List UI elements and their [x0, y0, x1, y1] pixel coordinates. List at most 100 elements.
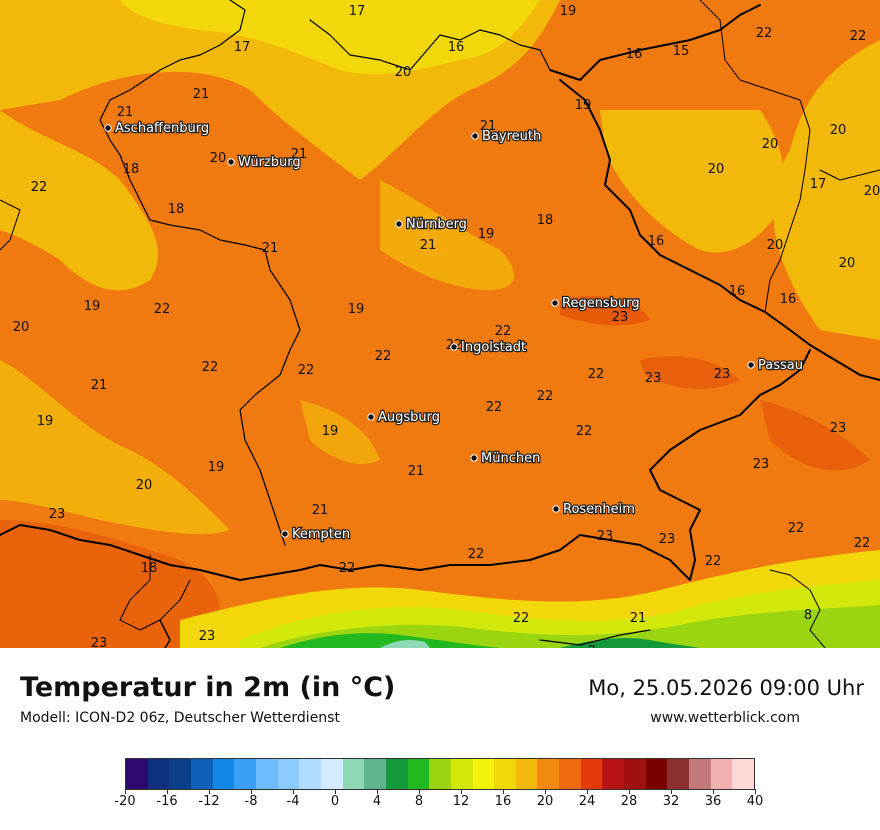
- temperature-value: 22: [850, 29, 867, 44]
- temperature-value: 22: [756, 26, 773, 41]
- legend-tick-label: 16: [494, 794, 512, 809]
- city-dot: [367, 413, 375, 421]
- city-label: Kempten: [292, 527, 350, 542]
- city-markers: Aschaffenburg Würzburg Bayreuth Nürnberg Reg…: [104, 120, 804, 543]
- legend-tick-label: 12: [452, 794, 470, 809]
- legend-swatch: [559, 759, 581, 789]
- temperature-value: 23: [91, 636, 108, 648]
- legend-swatch: [190, 759, 213, 789]
- legend-tick-label: 40: [746, 794, 764, 809]
- temperature-value: 19: [322, 424, 339, 439]
- temperature-value: 20: [395, 65, 412, 80]
- legend-tick-label: -20: [114, 794, 136, 809]
- legend-tick-label: 32: [662, 794, 680, 809]
- temperature-value: 23: [49, 507, 66, 522]
- temperature-value: 21: [480, 119, 497, 134]
- temperature-value: 21: [193, 87, 210, 102]
- city-dot: [227, 158, 235, 166]
- temperature-value: 20: [762, 137, 779, 152]
- legend-swatch: [320, 759, 343, 789]
- legend-tick-mark: [503, 789, 504, 794]
- city-dot: [450, 343, 458, 351]
- legend-swatch: [342, 759, 365, 789]
- city-ingolstadt: Ingolstadt: [450, 339, 527, 356]
- model-info: Modell: ICON-D2 06z, Deutscher Wetterdie…: [20, 710, 340, 726]
- legend-swatch: [645, 759, 668, 789]
- city-label: Aschaffenburg: [115, 121, 209, 136]
- temperature-value: 21: [262, 241, 279, 256]
- city-label: Bayreuth: [482, 129, 541, 144]
- borders: [0, 0, 880, 648]
- legend-tick-label: 24: [578, 794, 596, 809]
- temperature-value: 20: [210, 151, 227, 166]
- temperature-value: 21: [291, 147, 308, 162]
- legend-tick-mark: [335, 789, 336, 794]
- legend-swatch: [667, 759, 690, 789]
- city-regensburg: Regensburg: [551, 295, 641, 312]
- legend-tick-mark: [293, 789, 294, 794]
- legend-tick-mark: [671, 789, 672, 794]
- legend-swatch: [255, 759, 278, 789]
- legend-tick-label: 0: [330, 794, 340, 809]
- map-title: Temperatur in 2m (in °C): [20, 672, 396, 703]
- color-legend: [125, 758, 755, 790]
- temperature-value: 20: [864, 184, 880, 199]
- temperature-value: 16: [780, 292, 797, 307]
- city-label: Augsburg: [378, 410, 440, 425]
- website-link[interactable]: www.wetterblick.com: [650, 710, 800, 726]
- temperature-value: 23: [659, 532, 676, 547]
- city-augsburg: Augsburg: [367, 409, 441, 426]
- temperature-value: 21: [420, 238, 437, 253]
- legend-tick-mark: [251, 789, 252, 794]
- legend-tick-label: 8: [414, 794, 424, 809]
- temperature-value: 22: [788, 521, 805, 536]
- legend-tick-mark: [125, 789, 126, 794]
- legend-tick-mark: [629, 789, 630, 794]
- temperature-value: 22: [202, 360, 219, 375]
- city-dot: [395, 220, 403, 228]
- legend-swatch: [537, 759, 560, 789]
- legend-tick-mark: [419, 789, 420, 794]
- temperature-value: 22: [339, 561, 356, 576]
- temperature-value: 23: [714, 367, 731, 382]
- city-aschaffenburg: Aschaffenburg: [104, 120, 210, 137]
- legend-swatch: [429, 759, 451, 789]
- temperature-value: 16: [648, 234, 665, 249]
- legend-tick-label: -4: [286, 794, 300, 809]
- legend-swatch: [385, 759, 408, 789]
- city-label: München: [481, 451, 540, 466]
- legend-swatch: [299, 759, 321, 789]
- legend-swatch: [624, 759, 646, 789]
- temperature-value: 18: [537, 213, 554, 228]
- temperature-value: 16: [626, 47, 643, 62]
- temperature-value: 23: [199, 629, 216, 644]
- legend-tick-mark: [209, 789, 210, 794]
- temperature-value: 18: [168, 202, 185, 217]
- city-label: Regensburg: [562, 296, 640, 311]
- legend-swatch: [277, 759, 300, 789]
- temperature-field: [0, 0, 880, 648]
- temperature-value: 20: [13, 320, 30, 335]
- temperature-value: 2: [588, 644, 596, 648]
- forecast-datetime: Mo, 25.05.2026 09:00 Uhr: [588, 676, 864, 700]
- legend-tick-label: 36: [704, 794, 722, 809]
- legend-tick-mark: [167, 789, 168, 794]
- legend-swatch: [732, 759, 755, 789]
- legend-swatch: [710, 759, 733, 789]
- temperature-value: 22: [298, 363, 315, 378]
- legend-swatch: [580, 759, 603, 789]
- temperature-value: 22: [588, 367, 605, 382]
- legend-tick-label: 20: [536, 794, 554, 809]
- legend-swatch: [450, 759, 473, 789]
- temperature-value: 20: [830, 123, 847, 138]
- temperature-value: 22: [576, 424, 593, 439]
- city-dot: [747, 361, 755, 369]
- legend-swatch: [494, 759, 516, 789]
- legend-tick-label: -16: [156, 794, 178, 809]
- legend-swatch: [234, 759, 256, 789]
- temperature-value: 17: [810, 177, 827, 192]
- temperature-value: 19: [208, 460, 225, 475]
- temperature-value: 18: [123, 162, 140, 177]
